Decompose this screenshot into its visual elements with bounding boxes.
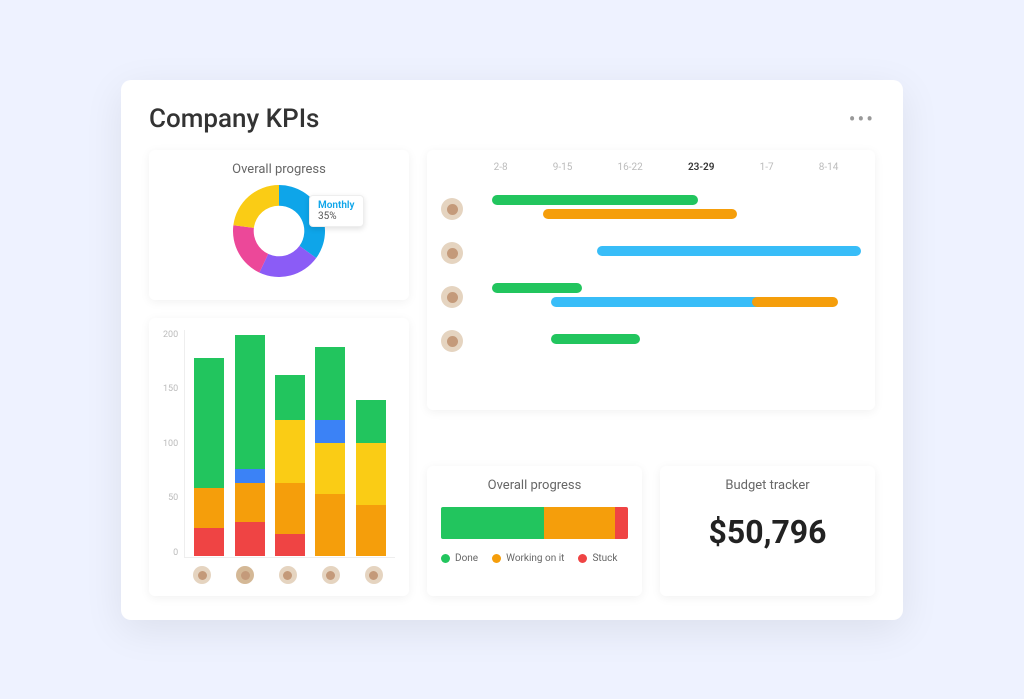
gantt-card: 2-8 9-15 16-22 23-29 1-7 8-14 [427,150,875,410]
bar-segment [275,420,305,482]
gantt-row [441,275,861,319]
bar-segment [194,528,224,556]
gantt-row [441,231,861,275]
progress-bar [441,507,628,539]
progress-segment [441,507,544,539]
budget-title: Budget tracker [674,478,861,493]
gantt-bar[interactable] [543,209,737,219]
donut-chart: Monthly 35% [233,185,325,277]
gantt-bars [473,195,861,223]
bars-avatars [163,558,395,584]
avatar[interactable] [279,566,297,584]
legend-dot-icon [578,554,587,563]
dashboard: Company KPIs ••• Overall progress Monthl… [121,80,903,620]
legend-label: Working on it [506,553,564,564]
donut-title: Overall progress [232,162,326,177]
gantt-bars [473,283,861,311]
gantt-column-label[interactable]: 1-7 [760,162,774,173]
bar-segment [315,347,345,421]
legend-dot-icon [492,554,501,563]
bar-segment [235,335,265,469]
bar-segment [356,400,386,443]
avatar[interactable] [193,566,211,584]
page-title: Company KPIs [149,104,319,134]
avatar[interactable] [322,566,340,584]
gantt-row [441,187,861,231]
y-tick: 150 [163,384,178,394]
more-icon[interactable]: ••• [849,107,875,131]
y-tick: 100 [163,439,178,449]
progress-segment [544,507,615,539]
gantt-column-label[interactable]: 23-29 [688,162,715,173]
gantt-bar[interactable] [492,283,581,293]
y-axis: 200 150 100 50 0 [163,330,184,558]
gantt-bars [473,239,861,267]
avatar[interactable] [441,286,463,308]
gantt-header: 2-8 9-15 16-22 23-29 1-7 8-14 [441,162,861,173]
bar-segment [194,488,224,528]
donut-slice[interactable] [233,185,279,228]
gantt-column-label[interactable]: 2-8 [494,162,508,173]
header: Company KPIs ••• [149,104,875,134]
gantt-column-label[interactable]: 16-22 [618,162,643,173]
bar-segment [235,469,265,483]
grid: Overall progress Monthly 35% 2-8 9-15 16-2… [149,150,875,596]
gantt-bar[interactable] [492,195,698,205]
bar-segment [315,420,345,443]
avatar[interactable] [441,198,463,220]
legend-item: Stuck [578,553,617,564]
y-tick: 50 [163,493,178,503]
gantt-bars [473,327,861,355]
gantt-column-label[interactable]: 8-14 [819,162,839,173]
bar-segment [315,494,345,556]
gantt-bar[interactable] [597,246,861,256]
progress-legend: Done Working on it Stuck [441,553,628,564]
bar-column[interactable] [315,347,345,557]
bar-column[interactable] [194,358,224,557]
bar-segment [275,483,305,534]
legend-label: Done [455,553,478,564]
bar-segment [275,534,305,557]
progress-card: Overall progress Done Working on it Stuck [427,466,642,596]
gantt-bar[interactable] [752,297,837,307]
legend-item: Working on it [492,553,564,564]
gantt-body [441,187,861,363]
gantt-bar[interactable] [551,297,784,307]
bar-segment [235,483,265,523]
gantt-column-label[interactable]: 9-15 [553,162,573,173]
bar-segment [275,375,305,420]
avatar[interactable] [441,330,463,352]
avatar[interactable] [236,566,254,584]
bars-plot [184,330,395,558]
budget-card: Budget tracker $50,796 [660,466,875,596]
bar-column[interactable] [275,375,305,557]
gantt-bar[interactable] [551,334,640,344]
avatar[interactable] [441,242,463,264]
bar-segment [356,505,386,556]
bar-segment [235,522,265,556]
donut-card: Overall progress Monthly 35% [149,150,409,300]
legend-label: Stuck [592,553,617,564]
legend-dot-icon [441,554,450,563]
donut-tooltip: Monthly 35% [309,195,364,227]
donut-tooltip-label: Monthly [318,200,355,211]
y-tick: 0 [163,548,178,558]
progress-segment [615,507,628,539]
donut-tooltip-value: 35% [318,211,355,222]
avatar[interactable] [365,566,383,584]
bar-segment [194,358,224,489]
progress-title: Overall progress [441,478,628,493]
budget-value: $50,796 [674,513,861,551]
bar-segment [356,443,386,505]
gantt-row [441,319,861,363]
y-tick: 200 [163,330,178,340]
bar-segment [315,443,345,494]
legend-item: Done [441,553,478,564]
bar-column[interactable] [356,400,386,557]
stacked-bars-card: 200 150 100 50 0 [149,318,409,596]
bar-column[interactable] [235,335,265,556]
